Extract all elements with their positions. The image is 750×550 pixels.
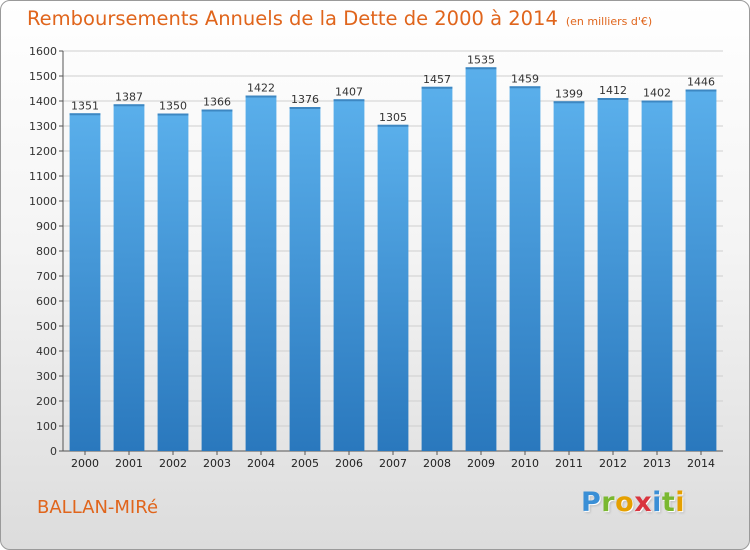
logo-letter: r [601,487,616,518]
bar-top-edge [157,113,189,116]
data-label: 1412 [599,84,627,97]
x-tick-label: 2010 [511,457,539,470]
bar-top-edge [69,113,101,116]
x-tick-label: 2006 [335,457,363,470]
y-tick-label: 800 [36,245,57,258]
bar [641,100,673,451]
y-tick-label: 400 [36,345,57,358]
y-tick-label: 1300 [29,120,57,133]
chart-title-text: Remboursements Annuels de la Dette de 20… [27,7,558,30]
logo-letter: i [675,487,686,518]
y-tick-label: 100 [36,420,57,433]
data-label: 1350 [159,100,187,113]
y-tick-label: 700 [36,270,57,283]
bar-top-edge [245,95,277,98]
bar [509,86,541,451]
data-label: 1387 [115,90,143,103]
x-tick-label: 2014 [687,457,715,470]
data-label: 1305 [379,111,407,124]
x-tick-label: 2011 [555,457,583,470]
y-tick-label: 1000 [29,195,57,208]
bar [245,95,277,451]
bar [377,124,409,451]
x-tick-label: 2001 [115,457,143,470]
y-tick-label: 900 [36,220,57,233]
x-tick-label: 2003 [203,457,231,470]
bar [113,104,145,451]
bar [333,99,365,451]
chart-title: Remboursements Annuels de la Dette de 20… [27,7,652,30]
data-label: 1457 [423,73,451,86]
x-tick-label: 2007 [379,457,407,470]
data-label: 1351 [71,99,99,112]
place-name: BALLAN-MIRé [37,497,159,518]
bar [553,101,585,451]
y-tick-label: 1100 [29,170,57,183]
bar-top-edge [641,100,673,103]
bar [597,98,629,451]
bar-top-edge [509,86,541,89]
bar [289,107,321,451]
y-tick-label: 1400 [29,95,57,108]
y-tick-label: 300 [36,370,57,383]
bar [69,113,101,451]
data-label: 1376 [291,93,319,106]
data-label: 1399 [555,87,583,100]
y-tick-label: 0 [50,445,57,458]
data-label: 1407 [335,85,363,98]
x-tick-label: 2005 [291,457,319,470]
bars [69,67,717,451]
data-label: 1366 [203,96,231,109]
bar [157,113,189,451]
y-tick-label: 600 [36,295,57,308]
bar-top-edge [685,89,717,92]
y-tick-label: 200 [36,395,57,408]
data-label: 1535 [467,53,495,66]
bar [465,67,497,451]
bar-top-edge [333,99,365,102]
x-tick-label: 2000 [71,457,99,470]
x-tick-label: 2002 [159,457,187,470]
logo-letter: i [652,487,662,518]
y-tick-label: 500 [36,320,57,333]
tick-labels: 0 100 200 300 400 500 600 700 800 900 1000 1100 1200… [29,45,715,470]
logo-letter: t [661,487,676,518]
y-tick-label: 1500 [29,70,57,83]
x-tick-label: 2013 [643,457,671,470]
proxiti-logo[interactable]: Proxiti [581,487,685,518]
logo-letter: o [615,487,635,518]
data-label: 1402 [643,87,671,100]
data-label: 1459 [511,72,539,85]
bar-top-edge [421,86,453,89]
bar-top-edge [597,98,629,100]
bar [421,86,453,451]
y-tick-label: 1200 [29,145,57,158]
data-label: 1422 [247,82,275,95]
data-labels: 1351 1387 1350 1366 1422 1376 1407 1305 1457 1535… [71,53,715,124]
bar-top-edge [289,107,321,109]
chart-unit: (en milliers d'€) [565,15,653,28]
x-tick-label: 2008 [423,457,451,470]
y-tick-label: 1600 [29,45,57,58]
bar [685,89,717,451]
bar-top-edge [377,124,409,127]
bar-top-edge [113,104,145,107]
logo-letter: P [581,487,602,518]
logo-letter: x [634,487,653,518]
bar-top-edge [465,67,497,70]
data-label: 1446 [687,76,715,89]
x-tick-label: 2009 [467,457,495,470]
x-tick-label: 2012 [599,457,627,470]
bar-top-edge [201,109,233,112]
bar [201,109,233,451]
x-tick-label: 2004 [247,457,275,470]
bar-top-edge [553,101,585,104]
